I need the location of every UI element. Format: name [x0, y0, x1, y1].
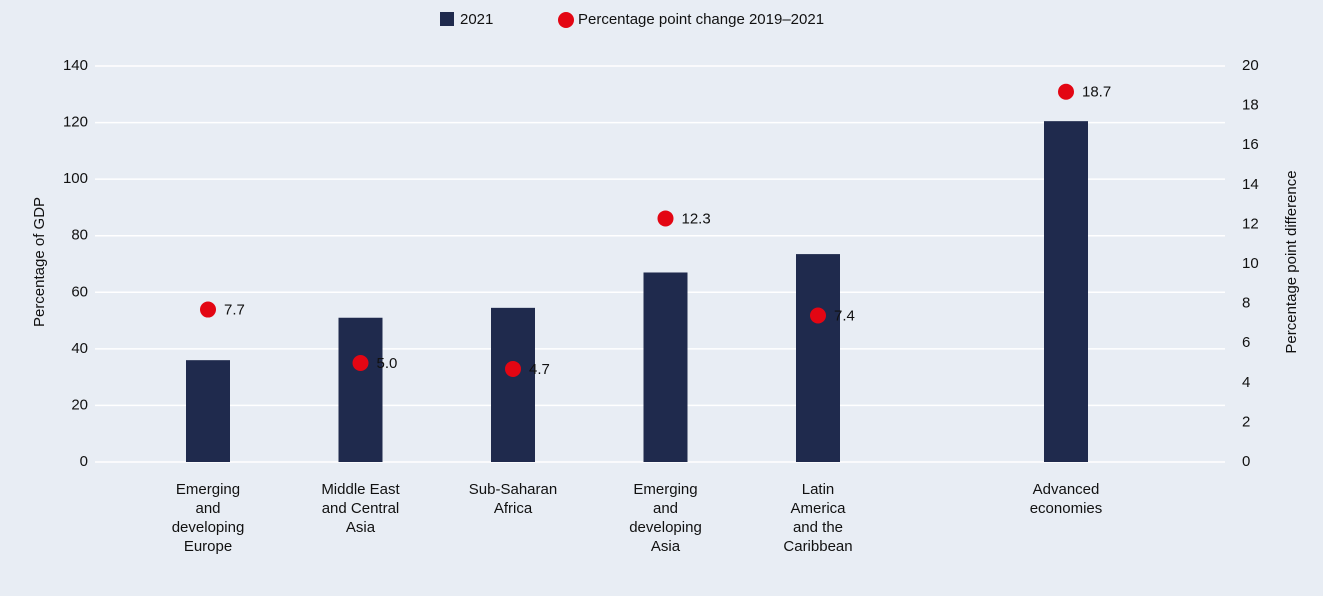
x-tick-label: Emerging and developing Europe: [171, 481, 245, 555]
y2-tick-label: 8: [1242, 295, 1250, 312]
bar: [643, 272, 688, 462]
bar: [1044, 121, 1088, 463]
point: [352, 355, 369, 371]
x-tick-label: Advanced economies: [1029, 481, 1103, 517]
y2-tick-label: 4: [1242, 374, 1250, 391]
y-tick-label: 140: [63, 57, 88, 74]
y-tick-label: 60: [71, 283, 88, 300]
legend-label: 2021: [460, 11, 493, 28]
y-axis-label: Percentage of GDP: [31, 197, 48, 327]
data-label: 12.3: [682, 210, 711, 227]
bar: [186, 360, 230, 462]
y2-tick-label: 18: [1242, 97, 1259, 114]
data-label: 18.7: [1082, 84, 1111, 101]
x-tick-label: Middle East and Central Asia: [321, 481, 400, 536]
legend-swatch: [440, 12, 454, 26]
point: [657, 210, 674, 227]
y-tick-label: 20: [71, 396, 88, 413]
x-tick-label: Latin America and the Caribbean: [783, 481, 853, 555]
point: [1058, 83, 1074, 100]
data-label: 5.0: [377, 355, 398, 372]
x-tick-label: Emerging and developing Asia: [629, 481, 702, 555]
y-tick-label: 80: [71, 227, 88, 244]
data-label: 4.7: [529, 361, 550, 378]
x-tick-label: Sub-Saharan Africa: [468, 481, 558, 517]
y2-tick-label: 10: [1242, 255, 1259, 272]
y-tick-label: 40: [71, 340, 88, 357]
legend-swatch: [558, 12, 574, 28]
y2-tick-label: 6: [1242, 334, 1250, 351]
bar: [338, 317, 383, 462]
point: [200, 301, 216, 318]
y2-tick-label: 20: [1242, 57, 1259, 74]
legend-label: Percentage point change 2019–2021: [578, 11, 824, 28]
data-label: 7.4: [834, 307, 855, 324]
data-label: 7.7: [224, 302, 245, 319]
bar: [796, 254, 840, 462]
bar: [491, 307, 535, 462]
y-tick-label: 100: [63, 170, 88, 187]
point: [810, 307, 826, 324]
y2-tick-label: 0: [1242, 453, 1250, 470]
y2-axis-label: Percentage point difference: [1283, 170, 1300, 353]
y2-tick-label: 2: [1242, 413, 1250, 430]
y2-tick-label: 12: [1242, 215, 1259, 232]
y-tick-label: 120: [63, 114, 88, 131]
point: [505, 360, 521, 377]
y2-tick-label: 16: [1242, 136, 1259, 153]
y-tick-label: 0: [80, 453, 88, 470]
y2-tick-label: 14: [1242, 176, 1259, 193]
